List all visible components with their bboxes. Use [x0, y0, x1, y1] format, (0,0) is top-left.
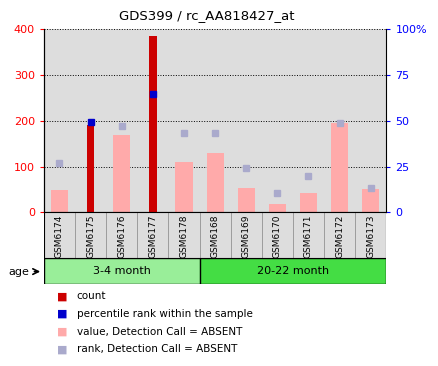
- Bar: [137, 29, 168, 212]
- Bar: [75, 212, 106, 258]
- Text: 3-4 month: 3-4 month: [92, 266, 150, 276]
- Bar: [199, 258, 385, 284]
- Bar: [199, 29, 230, 212]
- Text: GSM6172: GSM6172: [334, 214, 343, 258]
- Text: count: count: [77, 291, 106, 302]
- Text: GSM6169: GSM6169: [241, 214, 250, 258]
- Bar: [106, 29, 137, 212]
- Text: ■: ■: [57, 291, 67, 302]
- Bar: [230, 212, 261, 258]
- Text: GSM6174: GSM6174: [55, 214, 64, 258]
- Text: value, Detection Call = ABSENT: value, Detection Call = ABSENT: [77, 326, 242, 337]
- Bar: [199, 212, 230, 258]
- Bar: [261, 212, 292, 258]
- Bar: [168, 212, 199, 258]
- Bar: [113, 134, 130, 212]
- Bar: [137, 212, 168, 258]
- Bar: [237, 188, 254, 212]
- Bar: [206, 153, 223, 212]
- Text: GSM6176: GSM6176: [117, 214, 126, 258]
- Text: GSM6175: GSM6175: [86, 214, 95, 258]
- Text: ■: ■: [57, 344, 67, 354]
- Bar: [75, 29, 106, 212]
- Bar: [44, 258, 199, 284]
- Bar: [175, 162, 192, 212]
- Bar: [87, 125, 94, 212]
- Bar: [292, 29, 323, 212]
- Bar: [330, 123, 347, 212]
- Text: ■: ■: [57, 309, 67, 319]
- Text: age: age: [9, 266, 30, 277]
- Bar: [361, 190, 378, 212]
- Bar: [354, 29, 385, 212]
- Bar: [323, 212, 354, 258]
- Text: GSM6178: GSM6178: [179, 214, 188, 258]
- Text: 20-22 month: 20-22 month: [256, 266, 328, 276]
- Bar: [323, 29, 354, 212]
- Bar: [299, 193, 316, 212]
- Bar: [148, 36, 156, 212]
- Text: ■: ■: [57, 326, 67, 337]
- Bar: [292, 212, 323, 258]
- Bar: [354, 212, 385, 258]
- Text: GSM6177: GSM6177: [148, 214, 157, 258]
- Bar: [106, 212, 137, 258]
- Text: GSM6170: GSM6170: [272, 214, 281, 258]
- Bar: [44, 29, 75, 212]
- Text: percentile rank within the sample: percentile rank within the sample: [77, 309, 252, 319]
- Bar: [168, 29, 199, 212]
- Bar: [51, 190, 68, 212]
- Text: rank, Detection Call = ABSENT: rank, Detection Call = ABSENT: [77, 344, 237, 354]
- Text: GSM6173: GSM6173: [365, 214, 374, 258]
- Bar: [230, 29, 261, 212]
- Text: GSM6171: GSM6171: [303, 214, 312, 258]
- Text: GSM6168: GSM6168: [210, 214, 219, 258]
- Bar: [44, 212, 75, 258]
- Bar: [261, 29, 292, 212]
- Bar: [268, 204, 285, 212]
- Text: GDS399 / rc_AA818427_at: GDS399 / rc_AA818427_at: [118, 9, 293, 22]
